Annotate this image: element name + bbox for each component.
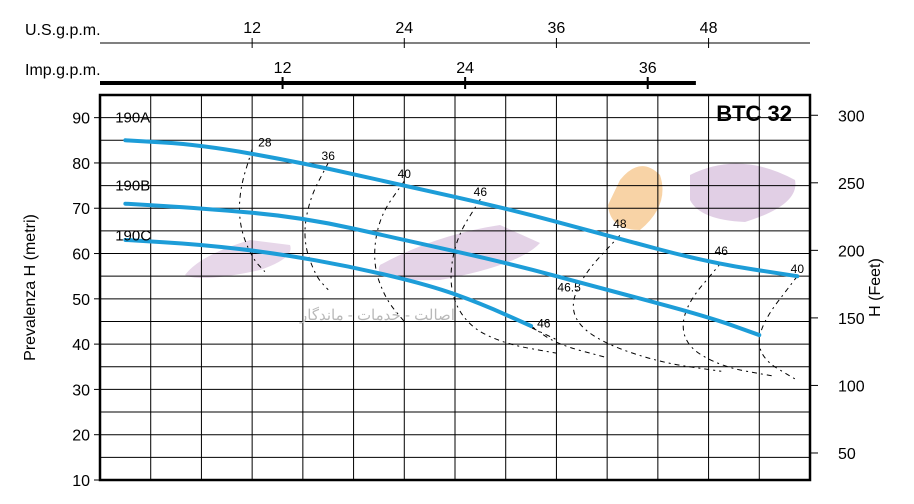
iso-curve-label: 48 (613, 217, 627, 231)
axis-usgpm-ticklabel: 48 (700, 20, 718, 37)
watermark-text: اصالت - خدمات - ماندگار (299, 306, 455, 324)
iso-curve-label: 46 (537, 317, 551, 331)
axis-yright-ticklabel: 200 (838, 243, 865, 260)
chart-title: BTC 32 (716, 101, 792, 126)
axis-yleft-ticklabel: 30 (72, 382, 90, 399)
axis-impgpm-ticklabel: 36 (639, 60, 657, 77)
pump-curve-label: 190B (115, 178, 150, 195)
axis-yright-ticklabel: 250 (838, 176, 865, 193)
axis-yleft-ticklabel: 20 (72, 428, 90, 445)
iso-curve-label: 28 (258, 135, 272, 149)
axis-impgpm-ticklabel: 12 (274, 60, 292, 77)
iso-curve-label: 40 (398, 167, 412, 181)
axis-yright-ticklabel: 100 (838, 378, 865, 395)
axis-usgpm-label: U.S.g.p.m. (25, 22, 101, 39)
axis-yright-ticklabel: 150 (838, 311, 865, 328)
axis-yleft-ticklabel: 40 (72, 337, 90, 354)
axis-yleft-ticklabel: 90 (72, 111, 90, 128)
axis-yleft-ticklabel: 60 (72, 247, 90, 264)
axis-impgpm-label: Imp.g.p.m. (25, 62, 101, 79)
axis-impgpm-ticklabel: 24 (456, 60, 474, 77)
iso-curve-label: 36 (322, 149, 336, 163)
iso-curve (759, 276, 797, 380)
axis-yleft-ticklabel: 50 (72, 292, 90, 309)
axis-yleft-ticklabel: 70 (72, 201, 90, 218)
axis-yright-label: H (Feet) (867, 258, 884, 317)
iso-curve (573, 235, 721, 371)
axis-usgpm-ticklabel: 36 (548, 20, 566, 37)
axis-usgpm-ticklabel: 12 (243, 20, 261, 37)
axis-yright-ticklabel: 300 (838, 108, 865, 125)
axis-yright-ticklabel: 50 (838, 446, 856, 463)
axis-yleft-ticklabel: 10 (72, 473, 90, 490)
iso-curve-label: 46 (715, 244, 729, 258)
axis-usgpm-ticklabel: 24 (395, 20, 413, 37)
axis-yleft-ticklabel: 80 (72, 156, 90, 173)
iso-curve (375, 181, 405, 321)
axis-yleft-label: Prevalenza H (metri) (22, 214, 39, 361)
iso-curve-label: 46 (474, 185, 488, 199)
pump-curve-label: 190C (115, 227, 151, 244)
iso-curve (305, 163, 328, 290)
iso-curve (683, 263, 772, 376)
iso-curve (531, 326, 607, 358)
watermark-shape (690, 164, 795, 222)
pump-curve-label: 190A (115, 110, 150, 127)
